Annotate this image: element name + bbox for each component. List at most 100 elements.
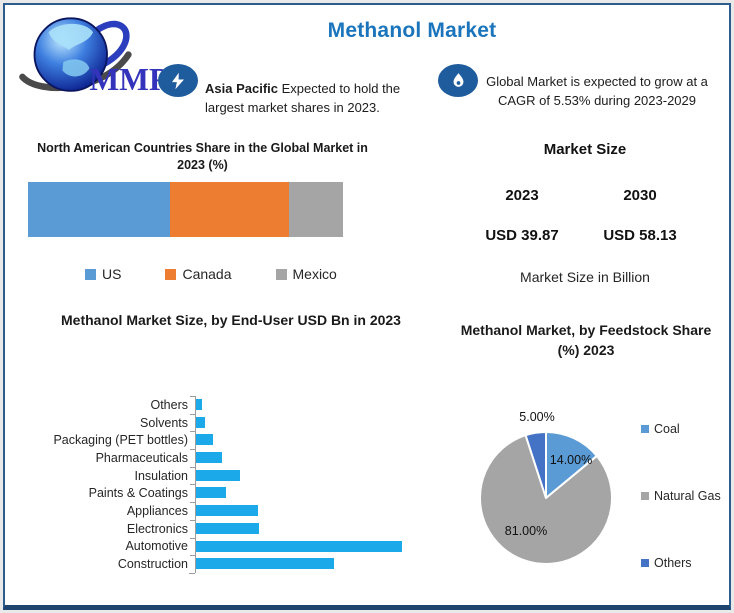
- callout-asia-pacific-rest: Expected to hold the largest market shar…: [205, 81, 401, 115]
- axis-tick: [190, 449, 195, 451]
- enduser-bararea-appliances: [190, 502, 425, 520]
- legend-swatch-natural-gas: [641, 492, 649, 500]
- stacked-segment-us: [28, 182, 170, 237]
- globe-logo-graphic: MMR: [19, 17, 173, 97]
- infographic-frame: MMR Methanol Market Asia Pacific Expecte…: [3, 3, 731, 610]
- legend-label-canada: Canada: [182, 266, 232, 282]
- enduser-row-others: Others: [25, 396, 425, 414]
- enduser-bararea-construction: [190, 555, 425, 573]
- axis-tick: [190, 537, 195, 539]
- enduser-row-paints-coatings: Paints & Coatings: [25, 484, 425, 503]
- pie-label-coal: 14.00%: [549, 453, 593, 467]
- market-size-title: Market Size: [543, 141, 627, 158]
- axis-tick: [190, 396, 195, 397]
- enduser-bar-appliances: [196, 505, 258, 517]
- enduser-bar-electronics: [196, 522, 260, 534]
- enduser-row-construction: Construction: [25, 555, 425, 573]
- callout-asia-pacific: Asia Pacific Expected to hold the larges…: [205, 80, 423, 118]
- legend-label-us: US: [102, 266, 122, 282]
- axis-tick: [190, 431, 195, 433]
- enduser-row-insulation: Insulation: [25, 466, 425, 485]
- enduser-bararea-automotive: [190, 537, 425, 556]
- page-title: Methanol Market: [327, 19, 497, 42]
- pie-slice-others: [524, 431, 547, 499]
- enduser-bararea-electronics: [190, 519, 425, 538]
- enduser-bararea-packaging-pet-bottles: [190, 431, 425, 450]
- mmr-logo: MMR: [15, 10, 173, 102]
- lightning-icon: [158, 64, 198, 97]
- enduser-row-appliances: Appliances: [25, 502, 425, 520]
- enduser-bar-automotive: [196, 540, 403, 552]
- axis-tick: [190, 466, 195, 468]
- pie-label-others: 5.00%: [519, 410, 555, 424]
- market-size-value-2023: USD 39.87: [485, 227, 559, 244]
- stacked-bar: [28, 182, 343, 237]
- stacked-segment-canada: [169, 182, 290, 237]
- feedstock-pie: [473, 425, 619, 571]
- axis-tick: [190, 555, 195, 557]
- feedstock-legend: Coal Natural Gas Others: [641, 422, 727, 570]
- enduser-label-pharmaceuticals: Pharmaceuticals: [95, 450, 188, 465]
- axis-tick: [190, 484, 195, 486]
- callout-cagr: Global Market is expected to grow at a C…: [486, 74, 708, 108]
- pie-slice-natural-gas: [479, 434, 613, 565]
- enduser-bararea-pharmaceuticals: [190, 449, 425, 467]
- feedstock-pie-svg: [479, 431, 613, 565]
- enduser-label-packaging-pet-bottles: Packaging (PET bottles): [53, 433, 188, 448]
- enduser-label-electronics: Electronics: [126, 521, 188, 536]
- enduser-row-solvents: Solvents: [25, 413, 425, 432]
- enduser-label-construction: Construction: [117, 557, 188, 572]
- market-size-note: Market Size in Billion: [520, 269, 650, 285]
- stacked-segment-mexico: [289, 182, 343, 237]
- market-size-year-2023: 2023: [505, 187, 539, 204]
- enduser-row-pharmaceuticals: Pharmaceuticals: [25, 449, 425, 467]
- pie-label-natural-gas: 81.00%: [504, 524, 548, 538]
- legend-swatch-mexico: [275, 268, 287, 280]
- enduser-label-solvents: Solvents: [140, 415, 188, 430]
- market-size-years: 2023 2030: [463, 187, 699, 204]
- feedstock-chart-title: Methanol Market, by Feedstock Share (%) …: [460, 322, 712, 358]
- enduser-bararea-insulation: [190, 466, 425, 485]
- enduser-bararea-paints-coatings: [190, 484, 425, 503]
- legend-item-coal: Coal: [641, 422, 727, 436]
- axis-tick: [190, 413, 195, 415]
- enduser-label-insulation: Insulation: [134, 468, 188, 483]
- legend-swatch-us: [85, 268, 96, 280]
- enduser-bar-solvents: [196, 416, 206, 428]
- axis-tick: [189, 572, 195, 574]
- axis-tick: [190, 502, 195, 504]
- callout-asia-pacific-lead: Asia Pacific: [205, 81, 278, 96]
- enduser-label-appliances: Appliances: [126, 503, 188, 518]
- legend-swatch-coal: [641, 425, 649, 433]
- enduser-bar-pharmaceuticals: [196, 452, 222, 464]
- legend-item-us: US: [85, 266, 121, 282]
- enduser-bar-construction: [196, 558, 335, 570]
- legend-label-mexico: Mexico: [292, 266, 337, 282]
- axis-tick: [190, 519, 195, 521]
- legend-label-others: Others: [654, 556, 692, 570]
- enduser-bar-paints-coatings: [196, 487, 227, 499]
- enduser-row-packaging-pet-bottles: Packaging (PET bottles): [25, 431, 425, 450]
- enduser-row-automotive: Automotive: [25, 537, 425, 556]
- legend-item-natural-gas: Natural Gas: [641, 489, 727, 503]
- legend-swatch-others: [641, 559, 649, 567]
- stacked-legend: US Canada Mexico: [85, 266, 385, 282]
- legend-item-mexico: Mexico: [275, 266, 337, 282]
- legend-item-others: Others: [641, 556, 727, 570]
- enduser-label-paints-coatings: Paints & Coatings: [88, 486, 188, 501]
- enduser-bararea-solvents: [190, 413, 425, 432]
- enduser-bar-others: [196, 399, 203, 410]
- enduser-bar-insulation: [196, 469, 240, 481]
- market-size-year-2030: 2030: [623, 187, 657, 204]
- legend-item-canada: Canada: [165, 266, 232, 282]
- pie-slice-coal: [545, 431, 598, 499]
- enduser-chart-title: Methanol Market Size, by End-User USD Bn…: [61, 312, 401, 328]
- enduser-bar-packaging-pet-bottles: [196, 434, 213, 446]
- market-size-value-2030: USD 58.13: [603, 227, 677, 244]
- enduser-rows: Others Solvents Packaging (PET bottles) Pha…: [25, 396, 425, 574]
- legend-label-natural-gas: Natural Gas: [654, 489, 721, 503]
- enduser-row-electronics: Electronics: [25, 519, 425, 538]
- enduser-label-automotive: Automotive: [125, 539, 188, 554]
- legend-swatch-canada: [165, 268, 177, 280]
- market-size-values: USD 39.87 USD 58.13: [463, 227, 699, 244]
